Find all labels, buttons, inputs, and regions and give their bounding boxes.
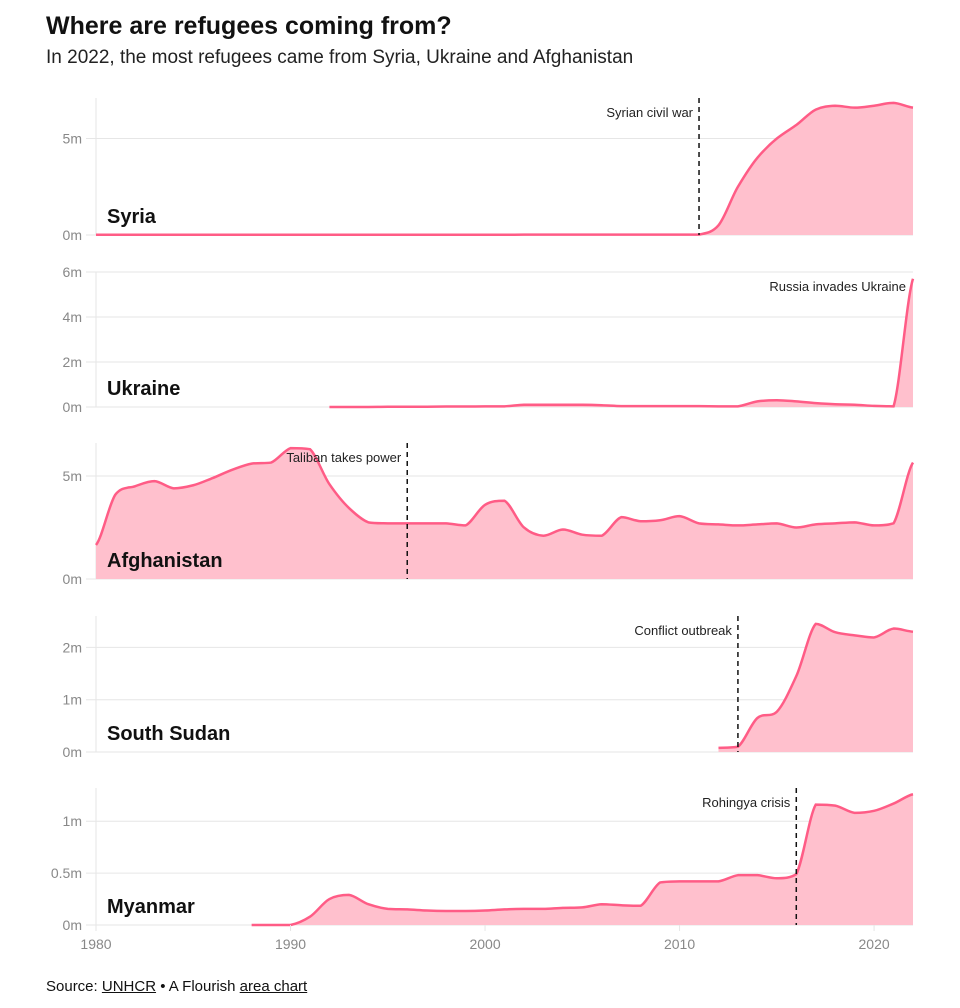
series-line <box>96 101 914 237</box>
chart-subtitle: In 2022, the most refugees came from Syr… <box>46 47 634 68</box>
area-fill <box>96 448 913 579</box>
y-tick-label: 2m <box>63 639 82 655</box>
y-tick-label: 5m <box>63 131 82 147</box>
y-tick-label: 1m <box>63 813 82 829</box>
source-link[interactable]: UNHCR <box>101 978 157 995</box>
x-tick-label: 2010 <box>664 936 695 952</box>
country-label: Syria <box>107 206 157 228</box>
annotation-label: Taliban takes power <box>286 450 402 465</box>
y-tick-label: 0m <box>63 227 82 243</box>
area-fill <box>329 278 913 407</box>
x-tick-label: 1990 <box>275 936 306 952</box>
x-tick-label: 2020 <box>859 936 890 952</box>
panel-ukraine: 0m 2m 4m 6m Russia invades Ukraine Ukraine <box>63 264 915 415</box>
panel-afghanistan: 0m 5m Taliban takes power Afghanistan <box>63 443 915 587</box>
x-tick-label: 1980 <box>80 936 111 952</box>
y-tick-label: 0m <box>63 399 82 415</box>
y-tick-label: 0.5m <box>51 865 82 881</box>
annotation-label: Syrian civil war <box>606 105 693 120</box>
y-tick-label: 2m <box>63 354 82 370</box>
y-tick-label: 0m <box>63 917 82 933</box>
country-label: Ukraine <box>107 378 180 400</box>
footer: Source: UNHCR • A Flourish area chart <box>46 978 307 995</box>
chart-title: Where are refugees coming from? <box>46 12 452 40</box>
annotation-label: Conflict outbreak <box>634 623 732 638</box>
panel-myanmar: 0m 0.5m 1m Rohingya crisis Myanmar <box>51 788 914 933</box>
chart-type-link[interactable]: area chart <box>239 978 308 995</box>
country-label: Myanmar <box>107 896 195 918</box>
country-label: Afghanistan <box>107 550 223 572</box>
area-fill <box>96 102 913 235</box>
series-line <box>94 446 915 546</box>
y-tick-label: 0m <box>63 744 82 760</box>
panel-south-sudan: 0m 1m 2m Conflict outbreak South Sudan <box>63 616 914 760</box>
area-fill <box>718 623 913 752</box>
area-fill <box>251 794 914 925</box>
annotation-label: Rohingya crisis <box>702 795 791 810</box>
panel-syria: 0m 5m Syrian civil war Syria <box>63 98 914 243</box>
y-tick-label: 4m <box>63 309 82 325</box>
series-line <box>329 278 915 409</box>
y-tick-label: 1m <box>63 692 82 708</box>
y-tick-label: 5m <box>63 468 82 484</box>
y-tick-label: 0m <box>63 571 82 587</box>
series-line <box>718 622 914 750</box>
footer-separator: • A Flourish <box>156 978 240 995</box>
x-tick-label: 2000 <box>469 936 500 952</box>
country-label: South Sudan <box>107 723 230 745</box>
annotation-label: Russia invades Ukraine <box>769 279 906 294</box>
series-line <box>251 793 914 927</box>
y-tick-label: 6m <box>63 264 82 280</box>
source-prefix: Source: <box>46 978 102 995</box>
